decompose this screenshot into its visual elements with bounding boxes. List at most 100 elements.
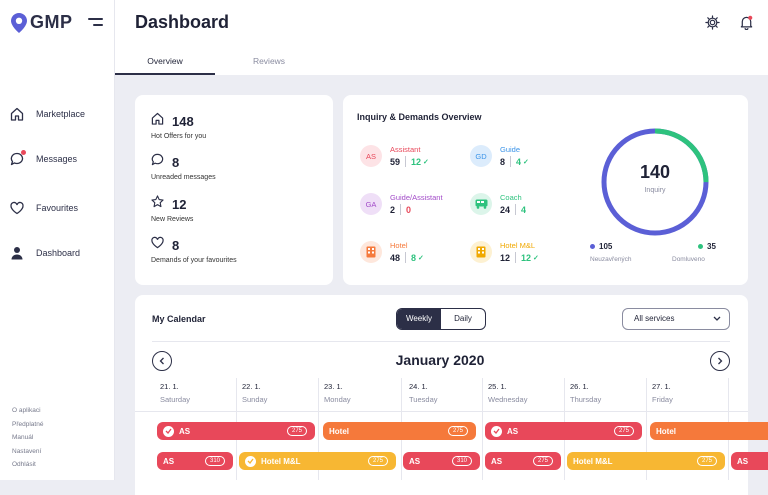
badge-ga: GA bbox=[360, 193, 382, 215]
inquiry-total: 48 bbox=[390, 252, 401, 263]
hamburger-menu-icon[interactable] bbox=[88, 18, 103, 30]
event-label: AS bbox=[507, 426, 519, 436]
event-bar[interactable]: Hotel bbox=[650, 422, 768, 440]
logo-text: GMP bbox=[30, 12, 73, 32]
stat-favourite-demands[interactable]: 8 Demands of your favourites bbox=[151, 236, 237, 264]
stat-label: New Reviews bbox=[151, 216, 194, 223]
heart-icon bbox=[151, 236, 164, 254]
inquiry-item-hotel[interactable]: Hotel 48 8 ✓ bbox=[360, 241, 424, 263]
inquiry-card: Inquiry & Demands Overview AS Assistant … bbox=[343, 95, 748, 285]
sidebar-item-dashboard[interactable]: Dashboard bbox=[10, 246, 80, 260]
stat-new-reviews[interactable]: 12 New Reviews bbox=[151, 195, 193, 223]
sidebar-item-favourites[interactable]: Favourites bbox=[10, 201, 78, 215]
inquiry-total-count: 140 bbox=[639, 162, 671, 182]
check-icon: ✓ bbox=[423, 158, 429, 166]
day-column-header: 23. 1. Monday bbox=[324, 382, 351, 404]
sidebar-item-label: Favourites bbox=[36, 203, 79, 213]
event-label: Hotel bbox=[656, 426, 676, 436]
inquiry-total: 2 bbox=[390, 204, 396, 215]
chat-icon bbox=[151, 153, 164, 171]
inquiry-name: Guide/Assistant bbox=[390, 193, 443, 202]
check-icon: ✓ bbox=[418, 254, 424, 262]
inquiry-name: Coach bbox=[500, 193, 522, 202]
settings-icon[interactable] bbox=[705, 15, 720, 30]
stat-value: 8 bbox=[172, 154, 180, 170]
day-date: 22. 1. bbox=[242, 382, 261, 391]
month-label: January 2020 bbox=[395, 352, 485, 368]
inquiry-item-hotel-ml[interactable]: Hotel M&L 12 12 ✓ bbox=[470, 241, 539, 263]
stat-unread-messages[interactable]: 8 Unreaded messages bbox=[151, 153, 216, 181]
hotel-icon bbox=[470, 241, 492, 263]
inquiry-item-assistant[interactable]: AS Assistant 59 12 ✓ bbox=[360, 145, 429, 167]
event-bar[interactable]: AS 310 bbox=[403, 452, 480, 470]
event-bar[interactable]: AS 275 bbox=[157, 422, 315, 440]
day-column-header: 25. 1. Wednesday bbox=[488, 382, 527, 404]
day-name: Wednesday bbox=[488, 395, 528, 404]
footer-link-settings[interactable]: Nastavení bbox=[12, 447, 42, 455]
stat-value: 12 bbox=[172, 196, 187, 212]
inquiry-item-coach[interactable]: Coach 24 4 bbox=[470, 193, 526, 215]
inquiry-total: 12 bbox=[500, 252, 511, 263]
event-label: AS bbox=[179, 426, 191, 436]
event-count: 275 bbox=[613, 426, 634, 436]
inquiry-item-guide[interactable]: GD Guide 8 4 ✓ bbox=[470, 145, 529, 167]
next-month-button[interactable] bbox=[710, 351, 730, 371]
logo[interactable]: GMP bbox=[11, 12, 73, 33]
bus-icon bbox=[470, 193, 492, 215]
tab-overview[interactable]: Overview bbox=[115, 50, 215, 75]
day-column-header: 27. 1. Friday bbox=[652, 382, 673, 404]
bell-icon[interactable] bbox=[739, 15, 754, 31]
footer-link-about[interactable]: O aplikaci bbox=[12, 407, 41, 414]
sidebar-item-messages[interactable]: Messages bbox=[10, 150, 78, 166]
event-count: 275 bbox=[532, 456, 553, 466]
legend-value: 105 bbox=[599, 242, 613, 251]
event-bar[interactable]: Hotel M&L 275 bbox=[239, 452, 396, 470]
event-bar[interactable]: AS 275 bbox=[485, 422, 642, 440]
user-icon bbox=[10, 246, 24, 260]
prev-month-button[interactable] bbox=[152, 351, 172, 371]
event-bar[interactable]: Hotel M&L 275 bbox=[567, 452, 725, 470]
location-pin-icon bbox=[11, 12, 27, 33]
footer-links: O aplikaci Předplatné Manuál Nastavení O… bbox=[12, 404, 43, 472]
hotel-icon bbox=[360, 241, 382, 263]
inquiry-name: Hotel bbox=[390, 241, 408, 250]
event-bar[interactable]: AS 310 bbox=[157, 452, 233, 470]
stat-label: Demands of your favourites bbox=[151, 257, 237, 264]
check-circle-icon bbox=[245, 455, 256, 467]
inquiry-done: 12 bbox=[521, 252, 532, 263]
footer-link-logout[interactable]: Odhlásit bbox=[12, 461, 36, 468]
tab-reviews[interactable]: Reviews bbox=[252, 56, 286, 66]
inquiry-name: Hotel M&L bbox=[500, 241, 536, 250]
event-count: 275 bbox=[696, 456, 717, 466]
stat-value: 148 bbox=[172, 113, 194, 129]
footer-link-manual[interactable]: Manuál bbox=[12, 434, 34, 441]
stat-label: Hot Offers for you bbox=[151, 133, 207, 140]
sidebar-item-marketplace[interactable]: Marketplace bbox=[10, 107, 85, 121]
calendar-title: My Calendar bbox=[152, 314, 206, 324]
donut-done-arc bbox=[601, 128, 709, 236]
event-bar[interactable]: Hotel 275 bbox=[323, 422, 476, 440]
chat-icon bbox=[10, 150, 26, 166]
day-name: Thursday bbox=[570, 395, 602, 404]
home-icon bbox=[151, 112, 164, 130]
sidebar-item-label: Messages bbox=[36, 154, 78, 164]
home-icon bbox=[10, 107, 24, 121]
legend-label: Domluveno bbox=[672, 256, 705, 263]
services-select[interactable]: All services bbox=[622, 308, 730, 330]
footer-link-subscription[interactable]: Předplatné bbox=[12, 420, 44, 428]
chevron-right-icon bbox=[718, 357, 723, 365]
day-column-header: 22. 1. Sunday bbox=[242, 382, 267, 404]
inquiry-donut-chart bbox=[601, 128, 709, 236]
inquiry-total: 59 bbox=[390, 156, 401, 167]
event-count: 275 bbox=[367, 456, 388, 466]
toggle-weekly[interactable]: Weekly bbox=[397, 309, 441, 329]
event-bar[interactable]: AS 275 bbox=[485, 452, 561, 470]
event-bar[interactable]: AS bbox=[731, 452, 768, 470]
chevron-left-icon bbox=[159, 357, 164, 365]
stat-hot-offers[interactable]: 148 Hot Offers for you bbox=[151, 112, 206, 140]
toggle-daily[interactable]: Daily bbox=[454, 314, 472, 323]
day-date: 26. 1. bbox=[570, 382, 589, 391]
day-date: 25. 1. bbox=[488, 382, 507, 391]
stats-card: 148 Hot Offers for you 8 Unreaded messag… bbox=[135, 95, 333, 285]
